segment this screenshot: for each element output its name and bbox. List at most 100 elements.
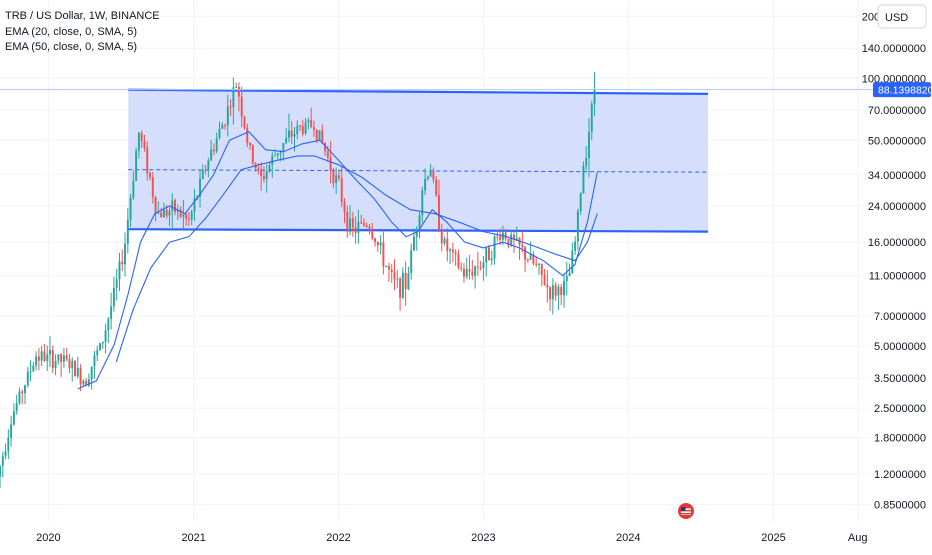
candle-up: [1, 455, 4, 466]
candle-up: [132, 180, 135, 198]
candle-down: [165, 209, 168, 216]
currency-button-label[interactable]: USD: [885, 12, 908, 24]
parallel-channel[interactable]: [128, 88, 709, 233]
price-axis-label: 50.0000000: [868, 135, 926, 147]
currency-button-box[interactable]: [877, 4, 927, 29]
currency-button[interactable]: USD: [877, 4, 927, 29]
channel-upper-line[interactable]: [128, 88, 709, 95]
candle-down: [399, 278, 402, 298]
ema-20-line: [77, 131, 598, 390]
candle-down: [185, 214, 188, 219]
candle-up: [40, 351, 43, 361]
candle-up: [82, 380, 85, 385]
candle-down: [437, 195, 440, 231]
candle-up: [10, 424, 13, 438]
candle-down: [504, 232, 507, 239]
candle-down: [60, 354, 63, 362]
candle-down: [321, 130, 324, 144]
candle-up: [112, 287, 115, 307]
candle-down: [346, 211, 349, 232]
candle-down: [532, 254, 535, 264]
candle-down: [499, 236, 502, 240]
candle-down: [365, 225, 368, 227]
candle-up: [201, 169, 204, 179]
candle-down: [507, 238, 510, 246]
candle-up: [12, 411, 15, 425]
ema-50-line: [115, 155, 598, 362]
candle-down: [262, 176, 265, 180]
candle-down: [140, 132, 143, 142]
candle-up: [529, 254, 532, 260]
candle-up: [282, 142, 285, 151]
candle-up: [588, 131, 590, 159]
candle-down: [179, 209, 182, 217]
candle-up: [274, 155, 277, 157]
candle-up: [576, 211, 579, 242]
candle-down: [21, 391, 24, 394]
candle-up: [101, 341, 104, 344]
candle-up: [71, 360, 74, 369]
candle-down: [68, 359, 71, 369]
candle-up: [7, 437, 10, 452]
candle-down: [299, 125, 302, 127]
candle-down: [149, 173, 151, 178]
time-axis-label: 2020: [36, 532, 60, 544]
us-flag-icon[interactable]: [678, 503, 694, 519]
legend-title[interactable]: TRB / US Dollar, 1W, BINANCE: [5, 10, 160, 22]
candle-up: [124, 243, 126, 265]
candle-down: [121, 261, 124, 265]
candle-down: [187, 218, 190, 220]
candle-up: [510, 234, 513, 246]
candle-up: [293, 133, 296, 137]
candle-down: [351, 218, 354, 228]
candle-up: [304, 122, 307, 134]
time-axis-label: 2021: [181, 532, 205, 544]
candle-down: [340, 178, 343, 202]
candle-up: [162, 209, 165, 218]
candle-up: [0, 465, 1, 477]
candle-up: [579, 193, 582, 212]
candle-up: [412, 236, 415, 251]
candle-up: [585, 158, 588, 167]
price-axis-label: 1.8000000: [874, 433, 926, 445]
time-axis-label: 2022: [326, 532, 350, 544]
candle-down: [65, 355, 68, 360]
candle-up: [99, 343, 101, 351]
candle-down: [246, 127, 249, 144]
candle-down: [43, 351, 46, 361]
candle-down: [310, 120, 313, 127]
candle-up: [265, 171, 268, 180]
candle-up: [107, 318, 110, 331]
candle-down: [393, 271, 396, 280]
candle-up: [410, 250, 413, 274]
candle-down: [376, 242, 379, 246]
candle-up: [421, 190, 424, 216]
price-axis-label: 3.5000000: [874, 373, 926, 385]
candle-up: [218, 128, 221, 139]
time-axis[interactable]: 2020 2021 2022 2023 2024 2025 Aug: [36, 532, 867, 544]
candle-down: [463, 268, 465, 277]
candle-up: [54, 360, 57, 369]
candle-up: [349, 218, 352, 232]
candle-down: [51, 350, 54, 369]
candle-up: [35, 356, 38, 366]
candle-up: [385, 266, 388, 268]
candle-down: [451, 249, 454, 253]
legend-ema-50[interactable]: EMA (50, close, 0, SMA, 5): [5, 41, 137, 53]
candle-down: [513, 234, 515, 240]
price-axis-label: 2.5000000: [874, 403, 926, 415]
candle-up: [210, 149, 213, 161]
candle-up: [557, 286, 560, 296]
candle-up: [287, 130, 290, 138]
candle-up: [137, 132, 140, 151]
legend-ema-20[interactable]: EMA (20, close, 0, SMA, 5): [5, 26, 137, 38]
candle-up: [199, 178, 202, 197]
candle-down: [526, 259, 529, 261]
candle-up: [285, 137, 288, 143]
candle-up: [96, 350, 99, 356]
candle-up: [176, 209, 179, 212]
candle-up: [418, 215, 421, 229]
candle-up: [568, 273, 571, 277]
candle-up: [207, 160, 210, 170]
